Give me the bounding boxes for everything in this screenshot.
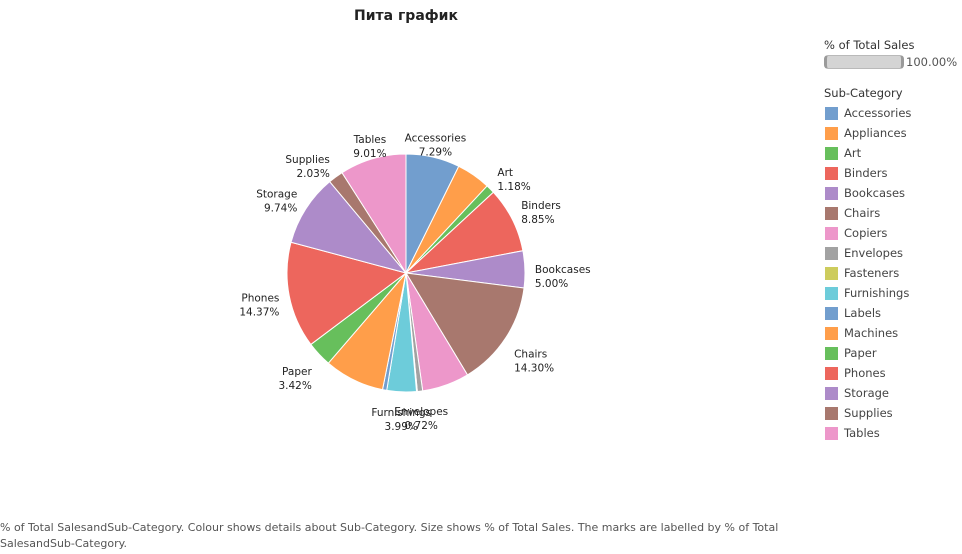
legend-item-envelopes[interactable]: Envelopes <box>824 243 962 263</box>
slice-label-furnishings: Furnishings 3.99% <box>371 407 431 433</box>
legend-swatch-envelopes <box>825 246 838 260</box>
pie-slice-phones[interactable] <box>286 241 408 346</box>
legend-label-appliances: Appliances <box>844 126 907 140</box>
legend-item-labels[interactable]: Labels <box>824 303 962 323</box>
slice-label-phones: Phones 14.37% <box>239 293 279 319</box>
legend-item-tables[interactable]: Tables <box>824 423 962 443</box>
legend-swatch-bookcases <box>825 186 838 200</box>
legend-label-envelopes: Envelopes <box>844 246 904 260</box>
legend-item-fasteners[interactable]: Fasteners <box>824 263 962 283</box>
slice-label-supplies: Supplies 2.03% <box>285 154 329 180</box>
legend-item-art[interactable]: Art <box>824 143 962 163</box>
legend-label-phones: Phones <box>844 366 886 380</box>
legend-swatch-chairs <box>825 206 838 220</box>
legend-item-machines[interactable]: Machines <box>824 323 962 343</box>
legend-swatch-accessories <box>825 106 838 120</box>
pie-slice-chairs[interactable] <box>405 272 525 376</box>
chart-title: Пита график <box>354 8 458 24</box>
legend-swatch-appliances <box>825 126 838 140</box>
size-legend: 100.00% <box>824 55 962 69</box>
legend-item-chairs[interactable]: Chairs <box>824 203 962 223</box>
pie-slice-tables[interactable] <box>341 153 407 275</box>
color-legend-items: Accessories Appliances Art Binders Bookcases… <box>824 103 962 443</box>
legend-label-fasteners: Fasteners <box>844 266 900 280</box>
legend-swatch-furnishings <box>825 286 838 300</box>
slice-label-envelopes: Envelopes 0.72% <box>394 406 448 432</box>
size-legend-value: 100.00% <box>906 55 958 69</box>
legend-label-machines: Machines <box>844 326 899 340</box>
slice-label-tables: Tables 9.01% <box>353 134 387 160</box>
legend-swatch-supplies <box>825 406 838 420</box>
legend-item-bookcases[interactable]: Bookcases <box>824 183 962 203</box>
legend-swatch-art <box>825 146 838 160</box>
legend-label-accessories: Accessories <box>844 106 912 120</box>
size-legend-title: % of Total Sales <box>824 38 915 52</box>
legend-label-storage: Storage <box>844 386 889 400</box>
pie-chart: Accessories 7.29% Art 1.18% Binders 8.85% Book… <box>239 132 591 433</box>
legend-swatch-phones <box>825 366 838 380</box>
legend-label-chairs: Chairs <box>844 206 881 220</box>
slice-label-binders: Binders 8.85% <box>521 200 561 226</box>
legend-swatch-binders <box>825 166 838 180</box>
legend-label-labels: Labels <box>844 306 882 320</box>
legend-item-phones[interactable]: Phones <box>824 363 962 383</box>
legend-label-paper: Paper <box>844 346 877 360</box>
legend-label-copiers: Copiers <box>844 226 888 240</box>
legend-swatch-paper <box>825 346 838 360</box>
legend-label-supplies: Supplies <box>844 406 893 420</box>
legend-label-furnishings: Furnishings <box>844 286 910 300</box>
legend-swatch-fasteners <box>825 266 838 280</box>
legend-item-binders[interactable]: Binders <box>824 163 962 183</box>
size-legend-bar <box>824 55 904 69</box>
legend-swatch-labels <box>825 306 838 320</box>
legend-item-copiers[interactable]: Copiers <box>824 223 962 243</box>
legend-item-appliances[interactable]: Appliances <box>824 123 962 143</box>
slice-label-bookcases: Bookcases 5.00% <box>535 264 591 290</box>
slice-label-storage: Storage 9.74% <box>256 189 297 215</box>
legend-swatch-tables <box>825 426 838 440</box>
slice-label-accessories: Accessories 7.29% <box>405 132 467 158</box>
slice-label-art: Art 1.18% <box>497 167 530 193</box>
legend-label-bookcases: Bookcases <box>844 186 906 200</box>
legend-label-binders: Binders <box>844 166 888 180</box>
legend-swatch-copiers <box>825 226 838 240</box>
legend-swatch-machines <box>825 326 838 340</box>
pie-slice-storage[interactable] <box>290 180 408 274</box>
color-legend-title: Sub-Category <box>824 86 903 100</box>
legend-swatch-storage <box>825 386 838 400</box>
slice-label-paper: Paper 3.42% <box>278 366 312 392</box>
chart-caption: % of Total SalesandSub-Category. Colour … <box>0 521 779 550</box>
legend: % of Total Sales 100.00% Sub-Category Ac… <box>824 38 962 443</box>
legend-label-art: Art <box>844 146 862 160</box>
legend-item-supplies[interactable]: Supplies <box>824 403 962 423</box>
legend-label-tables: Tables <box>844 426 880 440</box>
legend-item-accessories[interactable]: Accessories <box>824 103 962 123</box>
legend-item-paper[interactable]: Paper <box>824 343 962 363</box>
legend-item-furnishings[interactable]: Furnishings <box>824 283 962 303</box>
slice-label-chairs: Chairs 14.30% <box>514 348 554 374</box>
legend-item-storage[interactable]: Storage <box>824 383 962 403</box>
